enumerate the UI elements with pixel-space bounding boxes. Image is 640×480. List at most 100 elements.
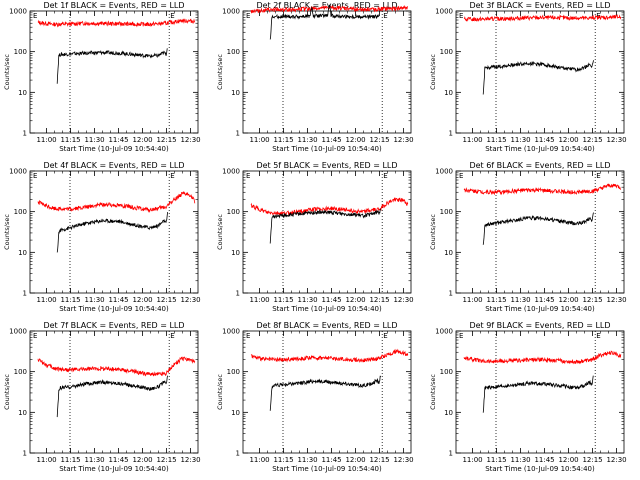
plot-frame [29, 330, 199, 454]
x-axis-label: Start Time (10-Jul-09 10:54:40) [485, 465, 595, 473]
x-tick-label: 12:30 [606, 456, 626, 464]
y-tick-label: 100 [440, 208, 453, 216]
chart-svg-1: Det 1f BLACK = Events, RED = LLD 1 10 100 10… [3, 1, 201, 153]
series-events-black [56, 375, 168, 418]
chart-svg-9: Det 9f BLACK = Events, RED = LLD 1 10 100 10… [429, 321, 627, 473]
x-tick-label: 12:15 [369, 456, 389, 464]
series-events-black [56, 48, 168, 84]
x-tick-label: 12:15 [156, 456, 176, 464]
chart-svg-6: Det 6f BLACK = Events, RED = LLD 1 10 100 10… [429, 161, 627, 313]
x-tick-label: 12:00 [558, 456, 578, 464]
x-tick-label: 12:30 [180, 296, 200, 304]
plot-frame [455, 330, 625, 454]
series-lld-red [463, 183, 621, 196]
x-tick-label: 11:15 [273, 136, 293, 144]
x-tick-label: 12:30 [393, 296, 413, 304]
x-tick-label: 11:00 [249, 296, 269, 304]
series-lld-red [250, 197, 409, 217]
chart-panel-3: Det 3f BLACK = Events, RED = LLD 1 10 100 10… [426, 0, 639, 160]
y-tick-label: 10 [231, 409, 240, 417]
event-marker-label: E [596, 332, 600, 340]
x-tick-label: 11:30 [510, 296, 530, 304]
x-tick-label: 12:15 [369, 136, 389, 144]
x-tick-label: 11:15 [60, 456, 80, 464]
plot-frame [29, 170, 199, 294]
plot-frame [242, 170, 412, 294]
series-lld-red [250, 348, 409, 363]
x-tick-label: 11:30 [84, 456, 104, 464]
y-tick-label: 1000 [9, 168, 27, 176]
x-tick-label: 11:30 [510, 456, 530, 464]
chart-svg-7: Det 7f BLACK = Events, RED = LLD 1 10 100 10… [3, 321, 201, 473]
chart-title: Det 1f BLACK = Events, RED = LLD [43, 1, 184, 10]
event-marker-label: E [459, 332, 463, 340]
chart-title: Det 3f BLACK = Events, RED = LLD [469, 1, 610, 10]
y-tick-label: 10 [231, 249, 240, 257]
x-tick-label: 11:30 [84, 136, 104, 144]
x-tick-label: 11:00 [36, 296, 56, 304]
x-axis-label: Start Time (10-Jul-09 10:54:40) [272, 305, 382, 313]
x-tick-label: 11:30 [297, 136, 317, 144]
y-axis-label: Counts/sec [429, 374, 437, 410]
x-tick-label: 11:15 [486, 136, 506, 144]
event-marker-label: E [459, 172, 463, 180]
y-tick-label: 1 [23, 130, 27, 138]
x-tick-label: 11:45 [534, 296, 554, 304]
x-tick-label: 12:30 [180, 136, 200, 144]
event-marker-label: E [33, 12, 37, 20]
series-events-black [269, 207, 381, 244]
y-tick-label: 100 [227, 48, 240, 56]
chart-svg-3: Det 3f BLACK = Events, RED = LLD 1 10 100 10… [429, 1, 627, 153]
y-tick-label: 1000 [435, 8, 453, 16]
y-tick-label: 1000 [435, 168, 453, 176]
x-tick-label: 11:15 [486, 296, 506, 304]
y-tick-label: 1 [23, 450, 27, 458]
x-tick-label: 12:15 [369, 296, 389, 304]
y-tick-label: 1000 [222, 168, 240, 176]
x-tick-label: 11:45 [321, 296, 341, 304]
y-tick-label: 1000 [9, 8, 27, 16]
x-axis-label: Start Time (10-Jul-09 10:54:40) [272, 465, 382, 473]
x-tick-label: 12:30 [393, 136, 413, 144]
plot-frame [455, 170, 625, 294]
y-tick-label: 100 [440, 368, 453, 376]
series-events-black [482, 375, 594, 413]
y-tick-label: 100 [227, 368, 240, 376]
chart-title: Det 4f BLACK = Events, RED = LLD [43, 161, 184, 170]
x-tick-label: 11:30 [510, 136, 530, 144]
chart-panel-7: Det 7f BLACK = Events, RED = LLD 1 10 100 10… [0, 320, 213, 480]
series-events-black [269, 375, 381, 411]
x-tick-label: 12:15 [582, 136, 602, 144]
x-tick-label: 11:45 [534, 136, 554, 144]
chart-svg-2: Det 2f BLACK = Events, RED = LLD 1 10 100 10… [216, 1, 414, 153]
plot-frame [242, 330, 412, 454]
chart-title: Det 8f BLACK = Events, RED = LLD [256, 321, 397, 330]
chart-panel-5: Det 5f BLACK = Events, RED = LLD 1 10 100 10… [213, 160, 426, 320]
y-axis-label: Counts/sec [216, 374, 224, 410]
chart-svg-8: Det 8f BLACK = Events, RED = LLD 1 10 100 10… [216, 321, 414, 473]
x-tick-label: 12:15 [156, 296, 176, 304]
y-tick-label: 1 [236, 130, 240, 138]
x-tick-label: 11:45 [321, 456, 341, 464]
y-tick-label: 100 [14, 368, 27, 376]
x-tick-label: 11:45 [108, 456, 128, 464]
x-tick-label: 12:00 [345, 136, 365, 144]
chart-svg-4: Det 4f BLACK = Events, RED = LLD 1 10 100 10… [3, 161, 201, 313]
y-axis-label: Counts/sec [216, 54, 224, 90]
y-axis-label: Counts/sec [3, 214, 11, 250]
x-tick-label: 11:15 [60, 296, 80, 304]
series-lld-red [463, 14, 622, 22]
x-axis-label: Start Time (10-Jul-09 10:54:40) [272, 145, 382, 153]
x-tick-label: 11:00 [462, 136, 482, 144]
y-tick-label: 1000 [9, 328, 27, 336]
y-tick-label: 1000 [435, 328, 453, 336]
x-tick-label: 12:00 [345, 456, 365, 464]
chart-svg-5: Det 5f BLACK = Events, RED = LLD 1 10 100 10… [216, 161, 414, 313]
x-tick-label: 11:00 [36, 136, 56, 144]
y-tick-label: 1000 [222, 8, 240, 16]
x-tick-label: 11:45 [534, 456, 554, 464]
y-tick-label: 10 [444, 89, 453, 97]
y-tick-label: 1 [23, 290, 27, 298]
x-tick-label: 12:15 [582, 456, 602, 464]
chart-title: Det 5f BLACK = Events, RED = LLD [256, 161, 397, 170]
